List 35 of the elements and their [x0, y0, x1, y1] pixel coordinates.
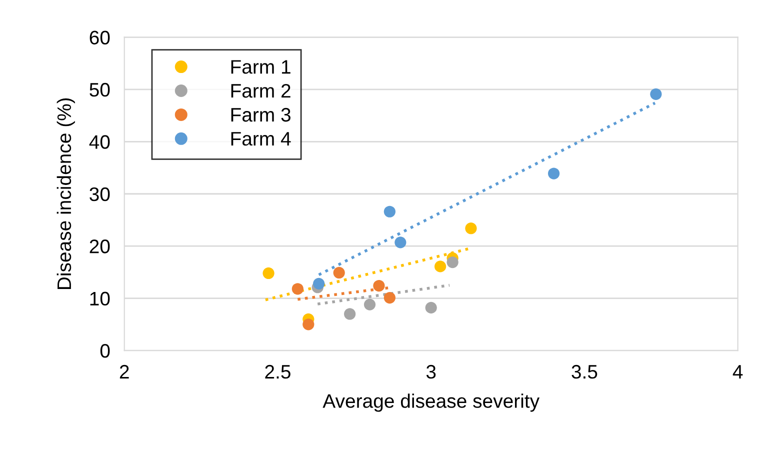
- y-tick-label: 30: [90, 187, 110, 202]
- legend-label: Farm 2: [231, 84, 290, 98]
- point: [292, 283, 304, 295]
- x-tick-label: 3.5: [572, 364, 598, 379]
- y-tick-label: 50: [90, 82, 110, 97]
- x-tick-label: 3: [426, 364, 436, 379]
- point: [364, 298, 376, 310]
- y-tick-label: 40: [89, 135, 110, 149]
- y-tick-label: 60: [90, 30, 110, 44]
- point: [548, 168, 560, 180]
- point: [434, 260, 446, 272]
- y-tick-label: 20: [90, 240, 110, 254]
- point: [333, 266, 345, 279]
- point: [465, 222, 477, 234]
- x-tick-label: 2.5: [265, 364, 290, 379]
- x-tick-label: 4: [732, 365, 743, 378]
- point: [384, 292, 396, 304]
- legend-label: Farm 4: [231, 132, 291, 146]
- legend-label: Farm 3: [231, 108, 290, 122]
- point: [302, 318, 314, 330]
- point: [650, 88, 662, 100]
- legend-label: Farm 1: [231, 60, 290, 74]
- point: [344, 308, 356, 320]
- y-tick-label: 0: [100, 344, 110, 358]
- x-axis-title: Average disease severity: [322, 394, 540, 412]
- y-axis-title: Disease incidence (%): [56, 98, 75, 289]
- point: [262, 267, 274, 280]
- point: [425, 302, 437, 314]
- point: [373, 280, 385, 292]
- point: [394, 236, 406, 248]
- point: [446, 256, 458, 268]
- point: [313, 278, 325, 290]
- point: [384, 206, 396, 218]
- y-tick-label: 10: [90, 292, 110, 306]
- x-tick-label: 2: [120, 364, 129, 378]
